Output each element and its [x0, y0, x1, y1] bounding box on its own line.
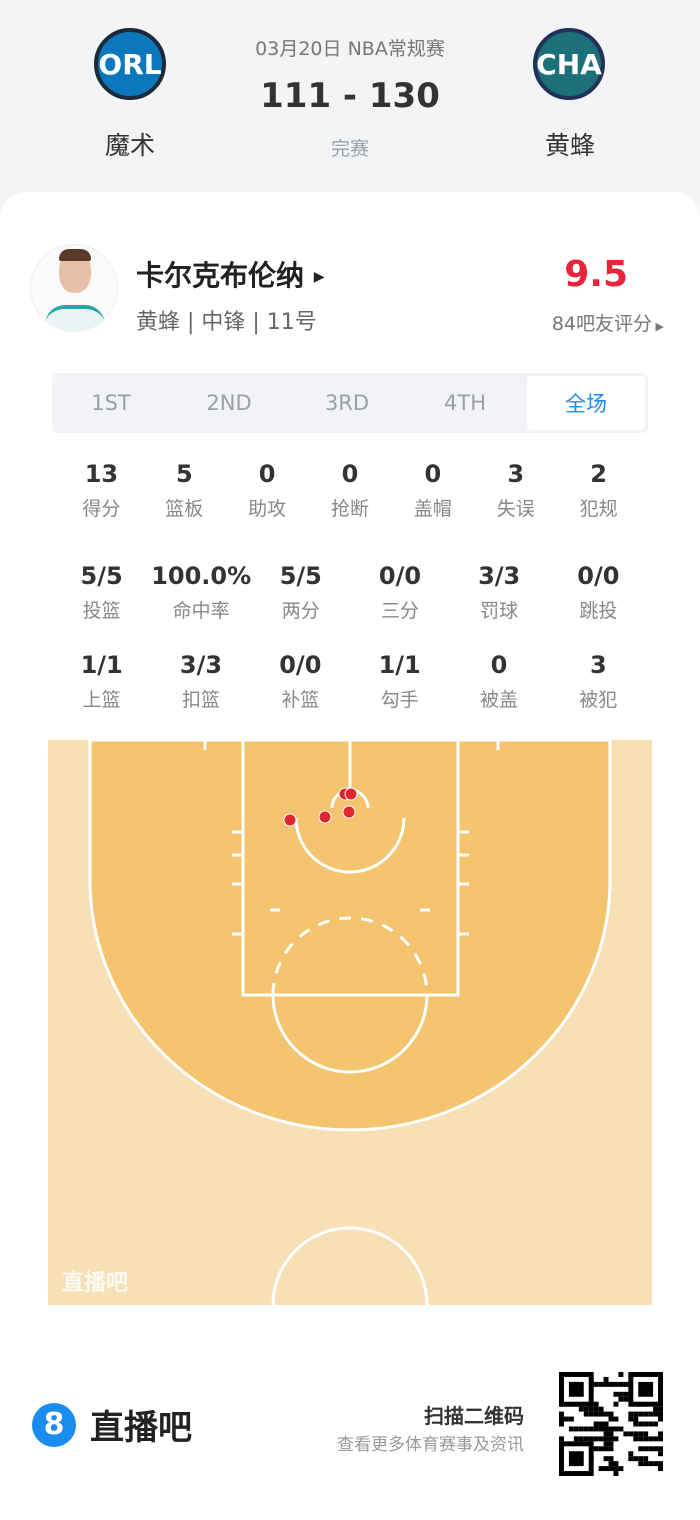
- tab-2nd[interactable]: 2ND: [206, 391, 252, 415]
- stat-value: 3/3: [179, 651, 223, 679]
- stat-value: 0: [341, 460, 359, 488]
- stat-cell: 3/3 扣篮: [151, 651, 250, 712]
- stat-label: 跳投: [579, 600, 618, 622]
- stat-label: 被犯: [579, 689, 618, 711]
- game-status: 完赛: [330, 138, 369, 160]
- stat-value: 100.0%: [151, 562, 252, 590]
- stat-label: 罚球: [480, 600, 519, 622]
- stat-label: 犯规: [579, 498, 618, 520]
- scan-qr-subtext: 查看更多体育赛事及资讯: [337, 1435, 524, 1455]
- stat-cell: 1/1 勾手: [350, 651, 449, 712]
- stat-cell: 2 犯规: [557, 460, 640, 521]
- stat-value: 0/0: [577, 562, 620, 590]
- stat-cell: 3/3 罚球: [450, 562, 549, 623]
- away-team-name: 黄蜂: [544, 131, 595, 160]
- tab-4th[interactable]: 4TH: [444, 391, 486, 415]
- stat-value: 0/0: [378, 562, 422, 590]
- shot-made-marker: [318, 810, 332, 824]
- shot-made-marker: [283, 813, 297, 827]
- stat-cell: 5 篮板: [143, 460, 226, 521]
- stat-label: 投篮: [82, 600, 121, 622]
- stat-cell: 3 被犯: [549, 651, 648, 712]
- caret-right-icon: ▶: [313, 269, 325, 285]
- stat-cell: 0 助攻: [226, 460, 309, 521]
- player-avatar[interactable]: [30, 244, 118, 332]
- caret-right-icon: ▶: [652, 320, 664, 333]
- stats-row-shot-types: 1/1 上篮 3/3 扣篮 0/0 补篮 1/1 勾手 0 被盖 3 被犯: [52, 651, 648, 712]
- tab-full-game[interactable]: 全场: [527, 376, 645, 430]
- stat-value: 2: [590, 460, 607, 488]
- stat-cell: 0/0 补篮: [251, 651, 350, 712]
- stat-value: 1/1: [80, 651, 123, 679]
- stat-value: 0: [490, 651, 508, 679]
- stat-label: 三分: [380, 600, 419, 622]
- stat-value: 13: [84, 460, 119, 488]
- stat-cell: 0 被盖: [449, 651, 548, 712]
- stat-cell: 5/5 两分: [251, 562, 350, 623]
- stat-label: 两分: [281, 600, 320, 622]
- shot-made-marker: [342, 805, 356, 819]
- stat-value: 5/5: [80, 562, 123, 590]
- brand-8-icon: 8: [32, 1402, 76, 1447]
- player-name-link[interactable]: 卡尔克布伦纳 ▶: [136, 259, 325, 292]
- stat-label: 失误: [496, 498, 535, 520]
- stat-label: 盖帽: [413, 498, 452, 520]
- stat-label: 抢断: [331, 498, 370, 520]
- stat-cell: 0/0 跳投: [549, 562, 648, 623]
- home-team-name: 魔术: [104, 131, 155, 160]
- stat-value: 5/5: [279, 562, 322, 590]
- stat-value: 0/0: [279, 651, 322, 679]
- stat-value: 1/1: [378, 651, 421, 679]
- orl-logo: ORL: [94, 28, 166, 100]
- stat-value: 3: [507, 460, 525, 488]
- stat-cell: 5/5 投篮: [52, 562, 151, 623]
- stat-label: 篮板: [165, 498, 204, 520]
- game-date-league: 03月20日 NBA常规赛: [255, 38, 445, 60]
- brand-name: 直播吧: [90, 1408, 192, 1448]
- shot-made-marker: [344, 787, 358, 801]
- stat-label: 助攻: [248, 498, 287, 520]
- stat-cell: 3 失误: [474, 460, 557, 521]
- stat-value: 0: [258, 460, 276, 488]
- period-tabs: 1ST 2ND 3RD 4TH 全场: [52, 373, 648, 433]
- stat-label: 得分: [82, 498, 121, 520]
- court-watermark: 直播吧: [62, 1270, 128, 1296]
- stat-value: 5: [175, 460, 193, 488]
- stat-cell: 0 盖帽: [391, 460, 474, 521]
- stat-label: 被盖: [479, 689, 518, 711]
- stat-value: 0: [424, 460, 442, 488]
- stat-cell: 0/0 三分: [350, 562, 449, 623]
- stat-cell: 0 抢断: [309, 460, 392, 521]
- shot-chart-court: 直播吧: [48, 740, 652, 1305]
- stat-label: 补篮: [281, 689, 320, 711]
- cha-logo: CHA: [533, 28, 605, 100]
- stats-row-basic: 13 得分 5 篮板 0 助攻 0 抢断 0 盖帽 3 失误 2 犯规: [60, 460, 640, 521]
- stat-label: 命中率: [172, 600, 230, 622]
- stat-value: 3/3: [478, 562, 521, 590]
- brand-logo: 8 直播吧: [32, 1400, 192, 1449]
- stat-label: 扣篮: [181, 689, 220, 711]
- qr-code[interactable]: [558, 1372, 664, 1476]
- tab-3rd[interactable]: 3RD: [324, 391, 370, 415]
- stat-value: 3: [589, 651, 607, 679]
- stat-label: 勾手: [380, 689, 419, 711]
- stat-cell: 13 得分: [60, 460, 143, 521]
- player-rating: 9.5: [564, 254, 628, 295]
- tab-1st[interactable]: 1ST: [91, 391, 131, 415]
- stat-label: 上篮: [82, 689, 121, 711]
- stat-cell: 100.0% 命中率: [151, 562, 251, 623]
- game-score: 111 - 130: [260, 76, 440, 116]
- player-info: 黄蜂 | 中锋 | 11号: [136, 310, 317, 335]
- stats-row-shooting: 5/5 投篮 100.0% 命中率 5/5 两分 0/0 三分 3/3 罚球 0/0 跳投: [52, 562, 648, 623]
- scan-qr-text: 扫描二维码: [424, 1404, 524, 1428]
- rating-link[interactable]: 84吧友评分 ▶: [551, 313, 664, 335]
- stat-cell: 1/1 上篮: [52, 651, 151, 712]
